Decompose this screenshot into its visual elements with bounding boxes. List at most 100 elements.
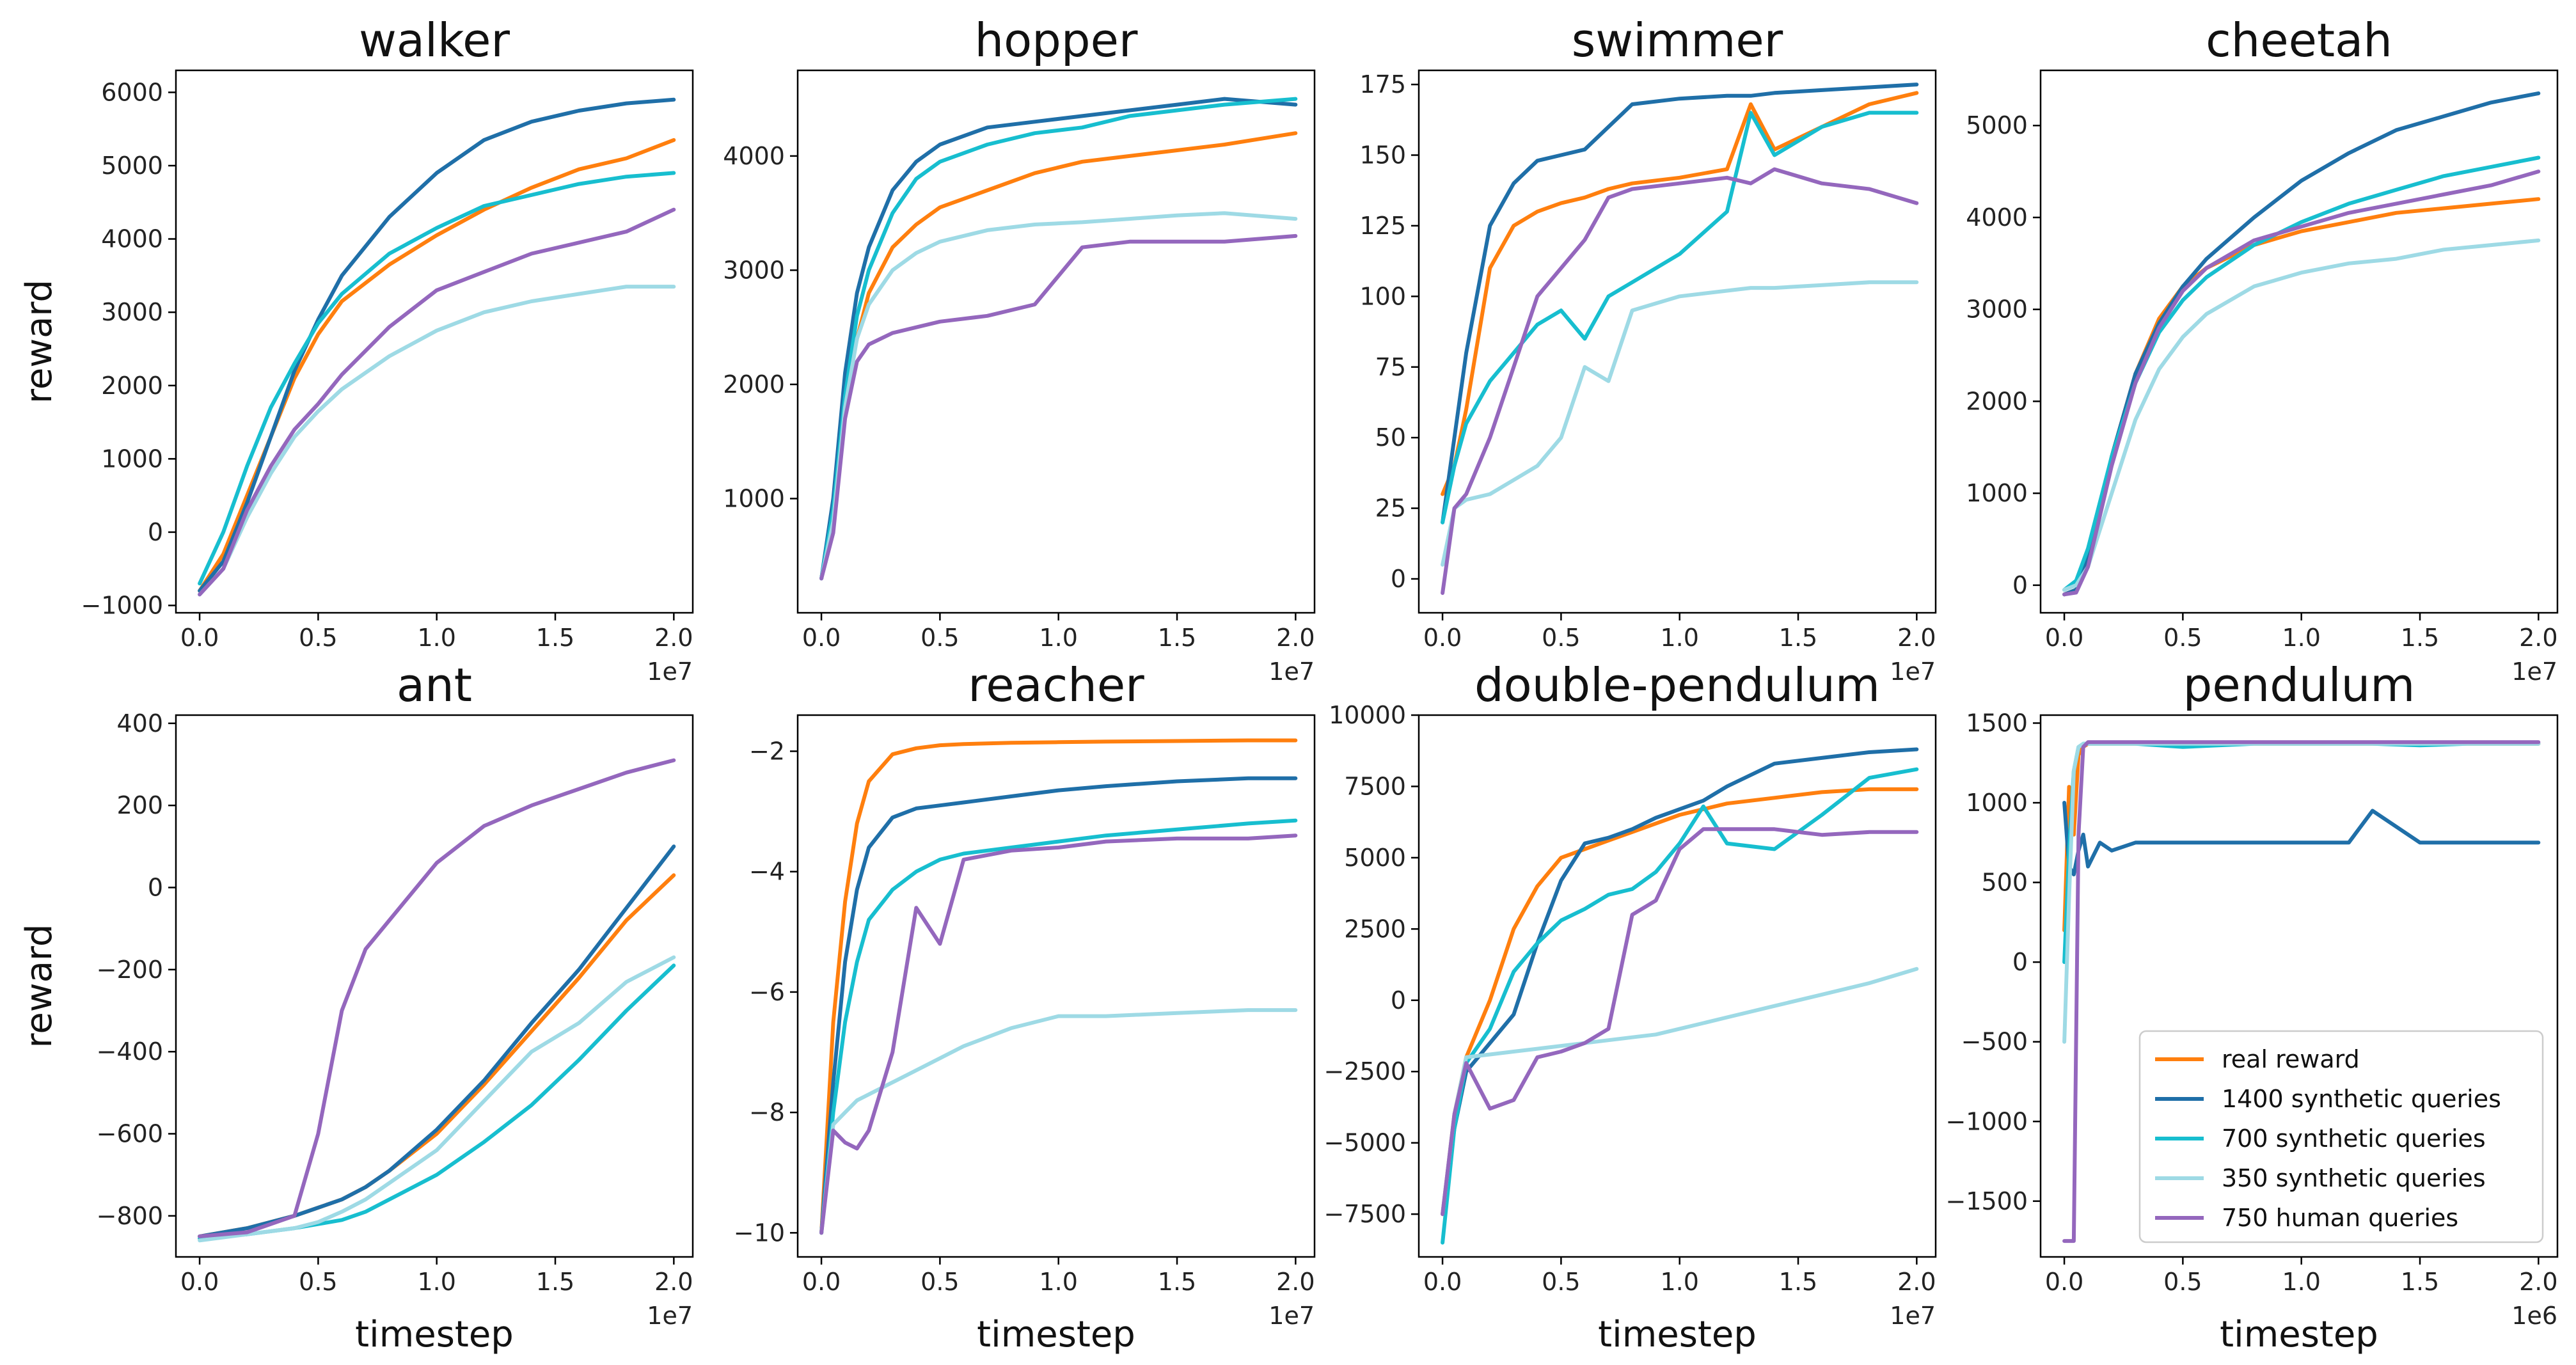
panel-title-cheetah: cheetah xyxy=(2206,13,2392,67)
y-tick-label-swimmer: 0 xyxy=(1391,565,1406,593)
y-tick-label-reacher: −8 xyxy=(749,1098,785,1126)
y-tick-label-reacher: −2 xyxy=(749,737,785,765)
series-line-swimmer-real-reward xyxy=(1441,91,1919,496)
axes-frame-pendulum xyxy=(2039,714,2559,1258)
y-tick-label-swimmer: 175 xyxy=(1359,70,1406,99)
x-tick-label-walker: 1.5 xyxy=(536,624,574,652)
y-tick-label-walker: −1000 xyxy=(81,592,163,620)
x-tick-label-swimmer: 0.5 xyxy=(1542,624,1580,652)
legend-label-750-human-queries: 750 human queries xyxy=(2222,1204,2458,1232)
plot-area-walker xyxy=(176,70,693,613)
x-tick-label-cheetah: 0.0 xyxy=(2045,624,2083,652)
x-tick-label-hopper: 0.5 xyxy=(921,624,959,652)
y-tick-label-double-pendulum: 5000 xyxy=(1344,844,1406,872)
series-line-walker-350-synthetic-queries xyxy=(198,285,676,597)
series-line-walker-700-synthetic-queries xyxy=(198,171,676,586)
panel-title-walker: walker xyxy=(359,13,510,67)
series-line-reacher-real-reward xyxy=(819,738,1298,1235)
plot-area-cheetah xyxy=(2041,70,2557,613)
x-axis-label-pendulum: timestep xyxy=(2220,1314,2378,1355)
y-tick-label-double-pendulum: 10000 xyxy=(1329,701,1406,729)
axes-frame-cheetah xyxy=(2039,69,2559,614)
y-tick-label-walker: 6000 xyxy=(101,78,163,106)
y-tick-label-double-pendulum: −5000 xyxy=(1324,1129,1406,1157)
x-tick-label-double-pendulum: 0.5 xyxy=(1542,1268,1580,1296)
panel-reacher: 0.0 0.5 1.0 1.5 2.0 1e7 −10 −8 −6 −4 −2 reacher time… xyxy=(734,658,1316,1355)
x-tick-label-reacher: 0.5 xyxy=(921,1268,959,1296)
panel-title-double-pendulum: double-pendulum xyxy=(1474,658,1880,712)
y-tick-label-swimmer: 50 xyxy=(1375,423,1406,452)
plot-area-ant xyxy=(176,715,693,1257)
y-tick-label-swimmer: 125 xyxy=(1359,212,1406,240)
x-tick-label-swimmer: 1.5 xyxy=(1779,624,1817,652)
x-tick-label-cheetah: 2.0 xyxy=(2519,624,2557,652)
x-tick-label-reacher: 1.5 xyxy=(1158,1268,1196,1296)
y-axis-label-ant: reward xyxy=(19,924,60,1048)
x-axis-label-ant: timestep xyxy=(355,1314,514,1355)
y-tick-label-ant: 0 xyxy=(148,874,163,902)
x-tick-label-ant: 2.0 xyxy=(654,1268,693,1296)
series-line-double-pendulum-350-synthetic-queries xyxy=(1441,967,1919,1217)
x-tick-label-hopper: 1.5 xyxy=(1158,624,1196,652)
y-tick-label-cheetah: 3000 xyxy=(1966,296,2028,324)
series-line-hopper-750-human-queries xyxy=(819,233,1298,581)
legend-box xyxy=(2138,1030,2544,1243)
x-tick-label-hopper: 1.0 xyxy=(1039,624,1077,652)
series-line-reacher-350-synthetic-queries xyxy=(819,1008,1298,1235)
series-line-ant-350-synthetic-queries xyxy=(198,955,676,1243)
x-tick-label-walker: 2.0 xyxy=(654,624,693,652)
series-line-pendulum-750-human-queries xyxy=(2062,740,2541,1243)
x-offset-text-swimmer: 1e7 xyxy=(1890,658,1936,686)
y-tick-label-pendulum: 1000 xyxy=(1966,789,2028,817)
y-tick-label-hopper: 4000 xyxy=(723,142,785,170)
y-tick-label-cheetah: 4000 xyxy=(1966,203,2028,232)
series-group-double-pendulum xyxy=(1441,747,1919,1245)
series-line-hopper-1400-synthetic-queries xyxy=(819,97,1298,581)
y-tick-label-hopper: 3000 xyxy=(723,256,785,284)
legend-label-700-synthetic-queries: 700 synthetic queries xyxy=(2222,1124,2486,1153)
y-tick-label-walker: 2000 xyxy=(101,372,163,400)
y-tick-label-walker: 3000 xyxy=(101,298,163,326)
axes-frame-ant xyxy=(175,714,694,1258)
series-group-pendulum xyxy=(2062,740,2541,1243)
x-offset-text-reacher: 1e7 xyxy=(1268,1302,1315,1330)
panel-swimmer: 0.0 0.5 1.0 1.5 2.0 1e7 0 25 50 75 100 125 150 175 swi… xyxy=(1359,13,1937,686)
y-tick-label-reacher: −4 xyxy=(749,858,785,886)
y-tick-label-pendulum: 0 xyxy=(2012,948,2028,976)
y-tick-label-pendulum: −1000 xyxy=(1945,1107,2028,1135)
x-tick-label-ant: 1.0 xyxy=(417,1268,455,1296)
x-axis-label-reacher: timestep xyxy=(977,1314,1135,1355)
y-tick-label-double-pendulum: 7500 xyxy=(1344,772,1406,800)
series-line-cheetah-750-human-queries xyxy=(2062,170,2541,597)
panel-ant: 0.0 0.5 1.0 1.5 2.0 1e7 −800 −600 −400 −200 0 200 40… xyxy=(19,658,694,1355)
x-tick-label-double-pendulum: 1.5 xyxy=(1779,1268,1817,1296)
series-line-reacher-700-synthetic-queries xyxy=(819,818,1298,1235)
x-tick-label-double-pendulum: 1.0 xyxy=(1660,1268,1698,1296)
plot-area-swimmer xyxy=(1419,70,1936,613)
y-tick-label-pendulum: 500 xyxy=(1981,869,2028,897)
x-tick-label-swimmer: 0.0 xyxy=(1423,624,1462,652)
y-tick-label-pendulum: −500 xyxy=(1961,1028,2028,1056)
series-line-swimmer-350-synthetic-queries xyxy=(1441,280,1919,567)
y-tick-label-cheetah: 2000 xyxy=(1966,387,2028,415)
x-axis-label-double-pendulum: timestep xyxy=(1598,1314,1757,1355)
x-tick-label-reacher: 0.0 xyxy=(802,1268,841,1296)
x-tick-label-reacher: 1.0 xyxy=(1039,1268,1077,1296)
x-tick-label-ant: 0.0 xyxy=(180,1268,219,1296)
series-line-reacher-1400-synthetic-queries xyxy=(819,776,1298,1235)
x-tick-label-swimmer: 2.0 xyxy=(1897,624,1936,652)
x-offset-text-hopper: 1e7 xyxy=(1268,658,1315,686)
y-tick-label-reacher: −10 xyxy=(734,1219,785,1247)
y-tick-label-cheetah: 5000 xyxy=(1966,111,2028,139)
series-line-double-pendulum-700-synthetic-queries xyxy=(1441,767,1919,1245)
y-tick-label-ant: −800 xyxy=(97,1202,163,1230)
x-tick-label-double-pendulum: 0.0 xyxy=(1423,1268,1462,1296)
y-tick-label-double-pendulum: 0 xyxy=(1391,986,1406,1014)
x-offset-text-cheetah: 1e7 xyxy=(2511,658,2557,686)
y-tick-label-ant: −400 xyxy=(97,1038,163,1066)
x-tick-label-ant: 1.5 xyxy=(536,1268,574,1296)
plot-area-hopper xyxy=(798,70,1315,613)
series-line-reacher-750-human-queries xyxy=(819,833,1298,1235)
y-tick-label-walker: 5000 xyxy=(101,152,163,180)
x-tick-label-cheetah: 0.5 xyxy=(2163,624,2202,652)
